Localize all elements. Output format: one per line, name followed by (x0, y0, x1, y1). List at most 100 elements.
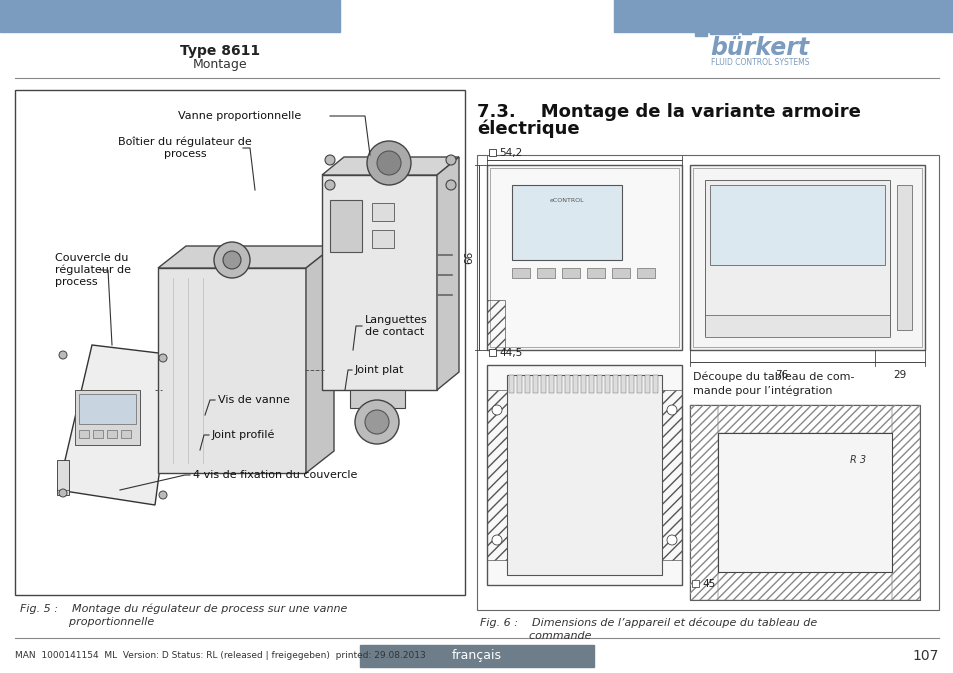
Text: Vanne proportionnelle: Vanne proportionnelle (178, 111, 301, 121)
Bar (540, 375, 545, 393)
Bar (620, 375, 625, 393)
Bar (79, 394, 136, 424)
Bar (489, 349, 496, 356)
Bar (509, 375, 514, 393)
Bar (704, 180, 889, 335)
Text: régulateur de: régulateur de (55, 264, 131, 275)
Text: FLUID CONTROL SYSTEMS: FLUID CONTROL SYSTEMS (710, 58, 808, 67)
Text: Montage: Montage (193, 58, 247, 71)
Bar (718, 433, 891, 572)
Text: proportionnelle: proportionnelle (20, 617, 154, 627)
Text: Couvercle du: Couvercle du (55, 253, 129, 263)
Bar (372, 230, 394, 248)
Polygon shape (158, 246, 334, 268)
Circle shape (159, 354, 167, 362)
Bar (637, 268, 655, 278)
Bar (704, 315, 889, 337)
Text: eCONTROL: eCONTROL (549, 197, 583, 203)
Bar (695, 30, 706, 36)
Bar (588, 375, 594, 393)
Text: bürkert: bürkert (710, 36, 809, 60)
Circle shape (446, 180, 456, 190)
Bar (612, 268, 629, 278)
Bar (15, 90, 464, 595)
Text: de contact: de contact (365, 327, 424, 337)
Polygon shape (306, 246, 334, 473)
Bar (661, 390, 681, 560)
Text: Joint plat: Joint plat (355, 365, 404, 375)
Bar (359, 645, 594, 667)
Bar (512, 268, 530, 278)
Text: 107: 107 (912, 649, 938, 663)
Bar (548, 375, 554, 393)
Bar (350, 390, 405, 408)
Text: Joint profilé: Joint profilé (212, 430, 275, 440)
Polygon shape (436, 157, 458, 390)
Text: process: process (164, 149, 206, 159)
Text: Fig. 5 :    Montage du régulateur de process sur une vanne: Fig. 5 : Montage du régulateur de proces… (20, 604, 347, 614)
Bar (644, 375, 649, 393)
Bar (692, 168, 921, 347)
Bar (92, 430, 103, 438)
Bar (691, 580, 699, 587)
Text: 66: 66 (463, 250, 474, 264)
Circle shape (223, 251, 241, 269)
Bar (573, 375, 578, 393)
Bar (330, 200, 361, 252)
Bar (57, 460, 69, 495)
Text: process: process (55, 277, 97, 287)
Text: 29: 29 (892, 370, 905, 380)
Bar (158, 268, 306, 473)
Bar (486, 390, 506, 560)
Bar (613, 375, 618, 393)
Bar (580, 375, 585, 393)
Text: 76: 76 (775, 370, 788, 380)
Bar (891, 405, 919, 600)
Bar (628, 375, 634, 393)
Bar (709, 30, 738, 34)
Circle shape (666, 405, 677, 415)
Bar (741, 30, 750, 34)
Circle shape (59, 351, 67, 359)
Bar (490, 168, 679, 347)
Bar (79, 430, 89, 438)
Circle shape (59, 489, 67, 497)
Circle shape (159, 491, 167, 499)
Text: Découpe du tableau de com-: Découpe du tableau de com- (692, 372, 854, 382)
Circle shape (376, 151, 400, 175)
Bar (557, 375, 561, 393)
Bar (506, 375, 661, 575)
Text: R 3: R 3 (849, 455, 865, 465)
Circle shape (446, 155, 456, 165)
Text: Boîtier du régulateur de: Boîtier du régulateur de (118, 137, 252, 147)
Text: français: français (452, 649, 501, 662)
Text: 4 vis de fixation du couvercle: 4 vis de fixation du couvercle (193, 470, 357, 480)
Text: 54,2: 54,2 (498, 148, 521, 158)
Bar (372, 203, 394, 221)
Circle shape (355, 400, 398, 444)
Text: 45: 45 (701, 579, 715, 589)
Polygon shape (322, 157, 458, 175)
Bar (322, 175, 436, 390)
Text: MAN  1000141154  ML  Version: D Status: RL (released | freigegeben)  printed: 29: MAN 1000141154 ML Version: D Status: RL … (15, 651, 425, 660)
Bar (637, 375, 641, 393)
Bar (486, 365, 681, 585)
Text: mande pour l’intégration: mande pour l’intégration (692, 385, 832, 396)
Circle shape (367, 141, 411, 185)
Bar (517, 375, 521, 393)
Polygon shape (58, 345, 174, 505)
Bar (564, 375, 569, 393)
Bar (486, 165, 681, 350)
Bar (718, 572, 891, 600)
Text: commande: commande (479, 631, 591, 641)
Bar (604, 375, 609, 393)
Circle shape (492, 405, 501, 415)
Bar (75, 390, 140, 445)
Text: Languettes: Languettes (365, 315, 427, 325)
Bar (614, 0, 953, 32)
Circle shape (365, 410, 389, 434)
Circle shape (492, 535, 501, 545)
Bar (652, 375, 658, 393)
Bar (486, 300, 504, 350)
Bar (689, 165, 924, 350)
